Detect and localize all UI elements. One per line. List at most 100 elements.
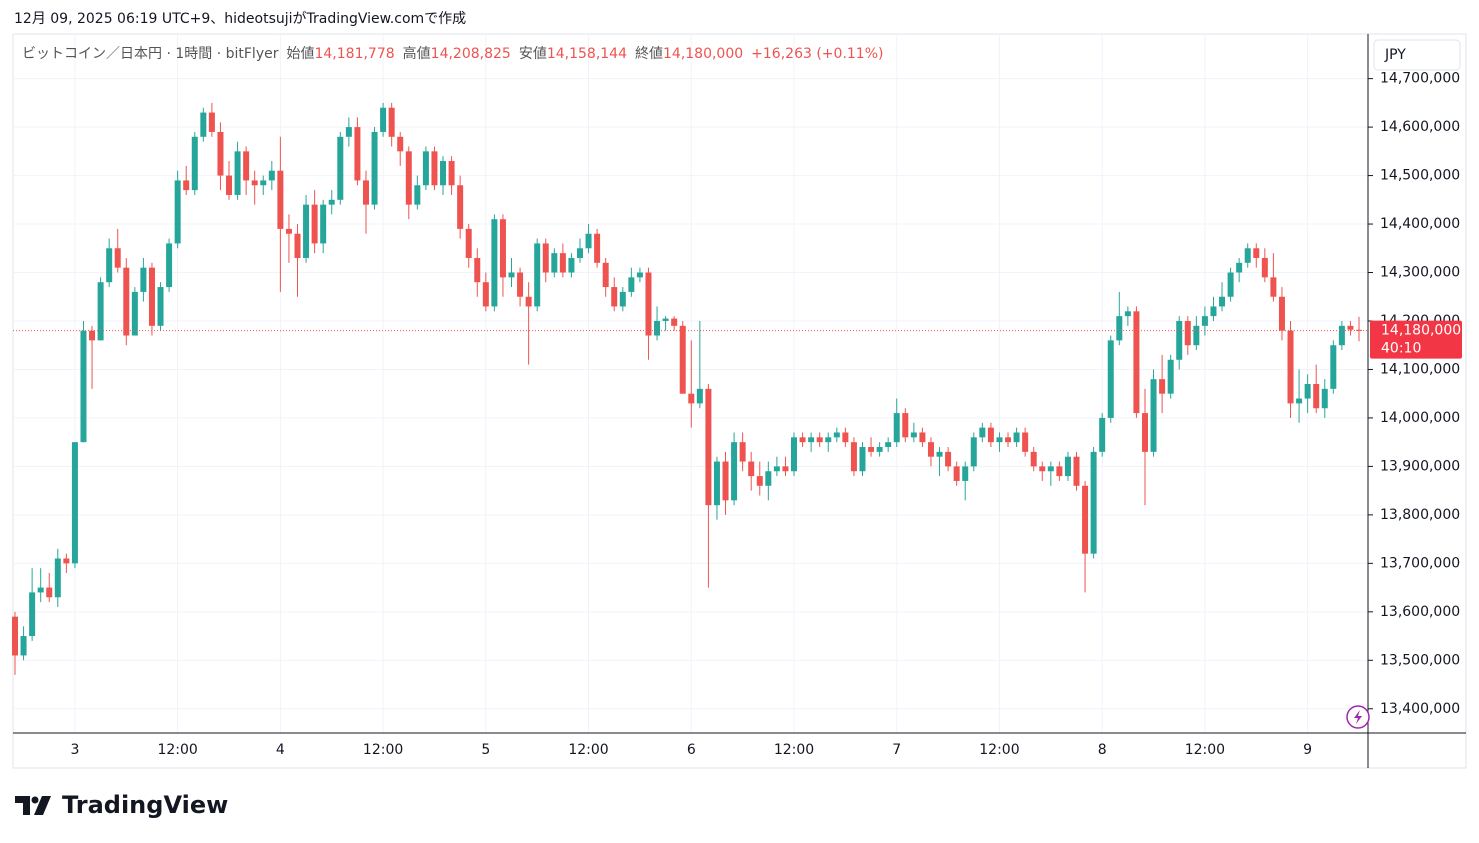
x-tick-label: 3: [70, 742, 79, 758]
candle-body: [1193, 325, 1200, 346]
candle-body: [1356, 329, 1362, 331]
candle-body: [131, 291, 138, 336]
x-tick-label: 12:00: [774, 742, 814, 758]
candle-body: [140, 267, 147, 292]
frame: [12, 33, 1467, 769]
candle-body: [440, 161, 447, 186]
candle-body: [1278, 296, 1285, 331]
last-price-label: 14,180,000: [1381, 323, 1461, 339]
candle-body: [756, 476, 763, 486]
candle-body: [619, 291, 626, 307]
candle-body: [37, 587, 44, 593]
candle-body: [234, 151, 241, 195]
candle-body: [405, 151, 412, 205]
candle-body: [362, 180, 369, 205]
candle-body: [791, 437, 798, 472]
y-tick-label: 14,700,000: [1380, 71, 1460, 87]
y-tick-label: 14,000,000: [1380, 410, 1460, 426]
currency[interactable]: JPY: [1384, 47, 1406, 63]
candle-body: [645, 272, 652, 336]
candle-body: [748, 461, 755, 477]
candle-body: [542, 243, 549, 273]
candle-body: [722, 461, 729, 501]
candle-body: [525, 296, 532, 307]
candle-body: [226, 175, 233, 195]
x-tick-label: 12:00: [157, 742, 197, 758]
x-tick-label: 12:00: [1185, 742, 1225, 758]
candle-body: [508, 272, 515, 278]
candle-body: [1296, 398, 1303, 404]
candle-body: [1150, 379, 1157, 452]
candle-body: [559, 253, 566, 273]
candle-body: [705, 388, 712, 506]
candle-body: [499, 219, 506, 278]
candle-body: [927, 442, 934, 457]
symbol: ビットコイン／日本円 · 1時間 · bitFlyer: [22, 46, 279, 62]
candle-body: [936, 451, 943, 457]
candle-body: [833, 432, 840, 438]
candle-body: [1056, 466, 1063, 477]
y-tick-label: 13,600,000: [1380, 604, 1460, 620]
candle-body: [1022, 432, 1029, 452]
candle-body: [739, 442, 746, 462]
candle-body: [662, 318, 669, 321]
y-tick-label: 13,400,000: [1380, 701, 1460, 717]
brand-logo: [15, 796, 51, 815]
candle-body: [842, 432, 849, 443]
candle-body: [1304, 384, 1311, 399]
last-price-box: [1370, 320, 1462, 359]
candle-body: [1219, 296, 1226, 307]
candle-body: [1124, 311, 1131, 317]
x-tick-label: 4: [276, 742, 285, 758]
candle-body: [337, 136, 344, 200]
candle-body: [448, 161, 455, 186]
close-value: 14,180,000: [663, 46, 743, 62]
candle-body: [1313, 384, 1320, 409]
candle-body: [46, 587, 53, 598]
candle-body: [713, 461, 720, 506]
candle-body: [859, 447, 866, 472]
candle-body: [945, 451, 952, 467]
candle-body: [1013, 432, 1020, 443]
candle-body: [996, 437, 1003, 443]
candle-body: [1270, 277, 1277, 297]
candle-body: [654, 320, 661, 336]
candle-body: [1201, 316, 1208, 326]
candle-body: [97, 282, 104, 341]
candle-body: [243, 151, 250, 181]
candle-body: [1321, 388, 1328, 409]
candle-body: [12, 616, 18, 656]
candle-body: [953, 466, 960, 481]
candle-body: [1047, 466, 1054, 472]
change: +16,263 (+0.11%): [751, 46, 883, 62]
x-tick-label: 5: [481, 742, 490, 758]
candle-body: [1287, 330, 1294, 404]
candle-body: [919, 432, 926, 443]
candle-body: [1099, 417, 1106, 452]
candle-body: [208, 112, 215, 132]
currency-button[interactable]: [1373, 39, 1461, 71]
candle-body: [731, 442, 738, 501]
candle-body: [902, 413, 909, 438]
candle-body: [303, 204, 310, 258]
y-tick-label: 14,300,000: [1380, 265, 1460, 281]
candle-body: [1330, 345, 1337, 389]
candle-body: [482, 282, 489, 307]
candle-body: [1039, 466, 1046, 472]
open-value: 14,181,778: [314, 46, 394, 62]
candle-body: [987, 427, 994, 443]
candle-body: [311, 204, 318, 244]
candle-body: [114, 248, 121, 268]
candle-body: [970, 437, 977, 467]
candle-body: [345, 127, 352, 137]
y-tick-label: 14,400,000: [1380, 216, 1460, 232]
y-tick-label: 13,700,000: [1380, 555, 1460, 571]
candle-body: [29, 592, 36, 637]
candle-body: [885, 442, 892, 448]
candle-body: [1064, 456, 1071, 477]
candle-body: [1116, 316, 1123, 341]
candle-body: [679, 325, 686, 394]
x-tick-label: 7: [892, 742, 901, 758]
open-label: 始値: [286, 46, 314, 62]
